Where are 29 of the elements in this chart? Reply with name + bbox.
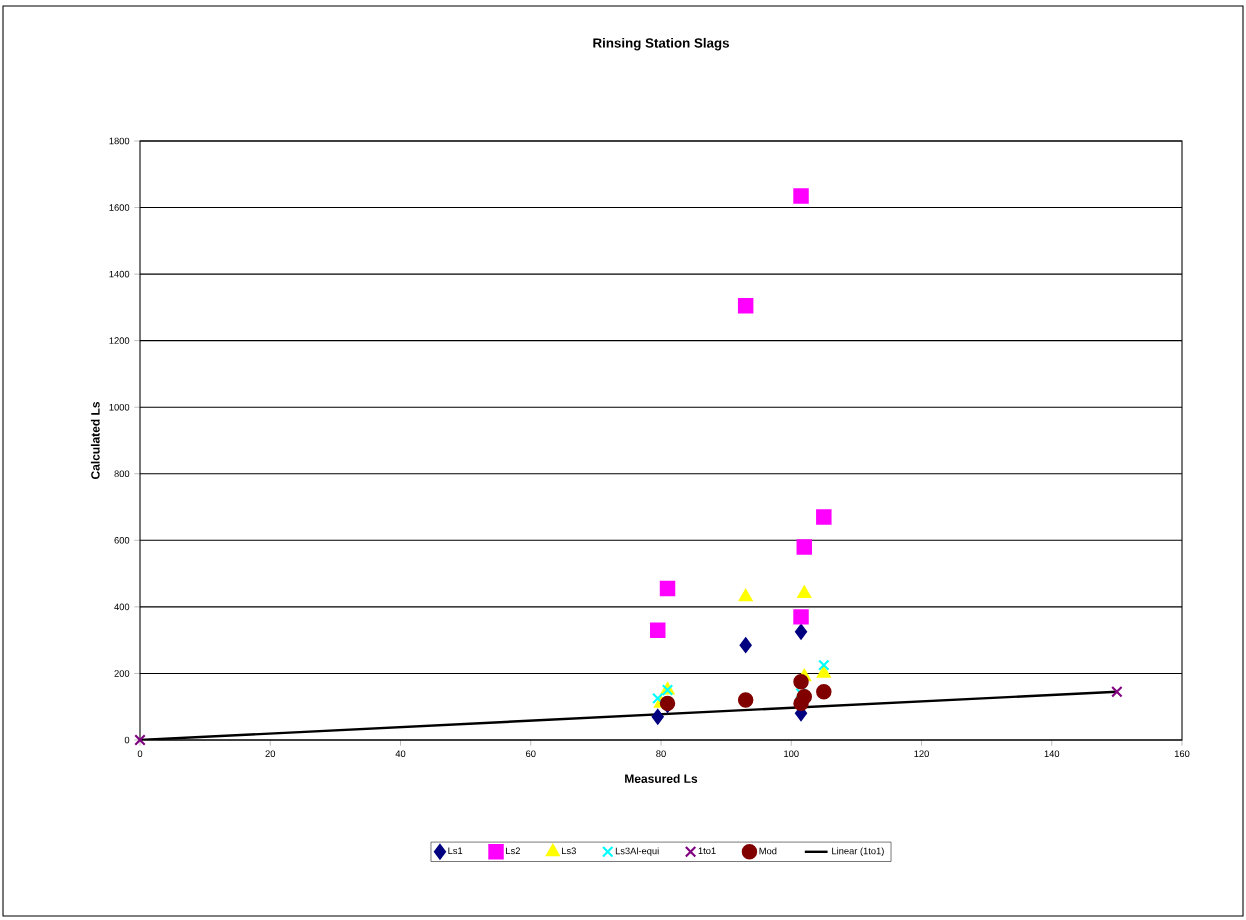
y-tick-label: 800 — [114, 470, 130, 478]
y-tick-label: 400 — [114, 603, 130, 611]
x-tick-label: 40 — [395, 750, 406, 757]
legend-label: Ls2 — [506, 847, 520, 855]
legend-label: 1to1 — [698, 847, 716, 855]
y-tick-label: 1000 — [109, 403, 130, 411]
y-tick-label: 200 — [114, 670, 130, 677]
x-tick-label: 160 — [1174, 750, 1190, 757]
x-tick-label: 100 — [784, 750, 799, 757]
x-tick-label: 80 — [656, 750, 666, 757]
legend-label: Linear (1to1) — [832, 847, 884, 857]
legend-label: Ls1 — [448, 847, 463, 855]
x-tick-label: 0 — [137, 750, 143, 757]
legend-label: Mod — [759, 847, 777, 855]
y-tick-label: 1400 — [109, 270, 130, 278]
x-tick-label: 60 — [526, 750, 536, 757]
legend-label: Ls3Al-equi — [615, 847, 659, 857]
legend-label: Ls3 — [562, 847, 576, 855]
y-tick-label: 600 — [114, 537, 130, 544]
y-tick-label: 1800 — [109, 137, 130, 145]
y-tick-label: 1200 — [109, 337, 130, 344]
x-tick-label: 20 — [265, 750, 276, 757]
x-tick-label: 120 — [914, 750, 929, 757]
y-axis-title: Calculated Ls — [90, 401, 100, 479]
x-axis-title: Measured Ls — [625, 774, 698, 783]
chart-title: Rinsing Station Slags — [593, 37, 729, 51]
y-tick-label: 0 — [124, 736, 130, 744]
x-tick-label: 140 — [1044, 750, 1060, 757]
y-tick-label: 1600 — [109, 204, 130, 211]
